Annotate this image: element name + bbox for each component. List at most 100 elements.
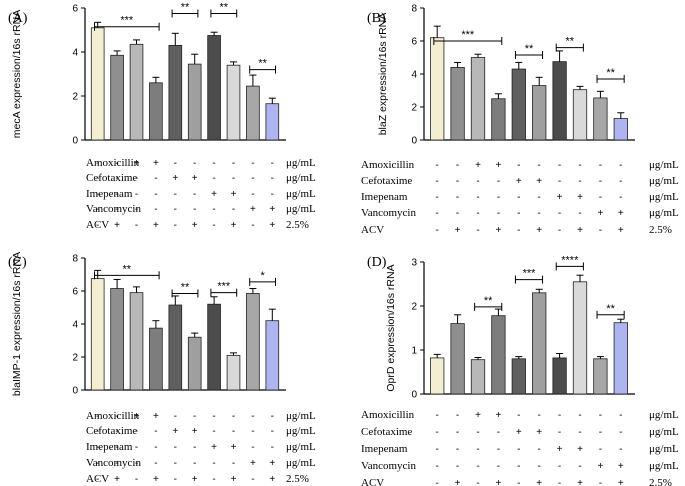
condition-symbol: - bbox=[538, 444, 541, 455]
condition-symbol: - bbox=[599, 176, 602, 187]
significance-label: ** bbox=[566, 36, 575, 48]
condition-symbol: - bbox=[96, 458, 99, 469]
y-tick-label: 2 bbox=[72, 353, 78, 364]
panel-label: (C) bbox=[8, 255, 27, 270]
condition-symbol: - bbox=[251, 411, 254, 422]
condition-symbol: - bbox=[174, 474, 177, 485]
condition-symbol: - bbox=[96, 220, 99, 231]
condition-symbol: - bbox=[558, 176, 561, 187]
condition-row-label: ACV bbox=[86, 473, 109, 485]
condition-symbol: - bbox=[193, 442, 196, 453]
condition-symbol: - bbox=[456, 427, 459, 438]
y-axis-label: blaZ expression/16s rRNA bbox=[377, 13, 389, 136]
condition-symbol: - bbox=[174, 458, 177, 469]
significance-label: *** bbox=[120, 15, 134, 27]
condition-symbol: - bbox=[251, 220, 254, 231]
condition-symbol: - bbox=[436, 478, 439, 486]
y-tick-label: 0 bbox=[72, 386, 78, 397]
condition-row-label: Amoxicillin bbox=[86, 410, 140, 422]
condition-symbol: - bbox=[232, 458, 235, 469]
condition-symbol: - bbox=[599, 160, 602, 171]
y-tick-label: 1 bbox=[411, 346, 417, 357]
condition-unit: 2.5% bbox=[286, 219, 309, 231]
condition-row-label: Vancomycin bbox=[361, 460, 416, 472]
condition-unit: μg/mL bbox=[286, 172, 316, 184]
condition-symbol: - bbox=[212, 173, 215, 184]
condition-symbol: + bbox=[211, 189, 217, 200]
condition-symbol: - bbox=[135, 474, 138, 485]
condition-row-label: Imepenam bbox=[86, 441, 133, 453]
condition-symbol: - bbox=[538, 410, 541, 421]
condition-symbol: - bbox=[538, 208, 541, 219]
condition-symbol: - bbox=[436, 176, 439, 187]
condition-row-label: Cefotaxime bbox=[361, 426, 412, 438]
condition-symbol: - bbox=[599, 478, 602, 486]
y-tick-label: 8 bbox=[72, 254, 78, 265]
condition-symbol: - bbox=[232, 173, 235, 184]
condition-symbol: - bbox=[154, 173, 157, 184]
bar bbox=[265, 320, 280, 391]
condition-row-label: Imepenam bbox=[361, 191, 408, 203]
y-axis-label: OprD expression/16s rRNA bbox=[385, 264, 397, 391]
condition-unit: μg/mL bbox=[286, 425, 316, 437]
condition-symbol: + bbox=[153, 220, 159, 231]
condition-symbol: - bbox=[517, 410, 520, 421]
y-tick-label: 2 bbox=[411, 302, 417, 313]
y-tick-label: 0 bbox=[411, 136, 417, 147]
condition-symbol: + bbox=[192, 474, 198, 485]
significance-label: * bbox=[260, 270, 265, 282]
condition-symbol: + bbox=[597, 208, 603, 219]
condition-unit: μg/mL bbox=[286, 188, 316, 200]
condition-unit: 2.5% bbox=[649, 224, 672, 236]
condition-symbol: - bbox=[619, 160, 622, 171]
condition-symbol: + bbox=[618, 461, 624, 472]
y-axis-label: blaIMP-1 expression/16s rRNA bbox=[11, 252, 23, 396]
condition-symbol: - bbox=[96, 411, 99, 422]
condition-symbol: - bbox=[135, 458, 138, 469]
bar bbox=[149, 327, 163, 391]
condition-symbol: - bbox=[436, 410, 439, 421]
panel-d: (D)OprD expression/16s rRNA0123*********… bbox=[361, 254, 679, 486]
significance-label: **** bbox=[561, 254, 579, 266]
bar bbox=[593, 97, 608, 141]
condition-symbol: - bbox=[456, 160, 459, 171]
condition-symbol: - bbox=[436, 225, 439, 236]
condition-symbol: - bbox=[517, 208, 520, 219]
condition-symbol: - bbox=[96, 474, 99, 485]
bar bbox=[450, 323, 465, 395]
bar bbox=[532, 85, 547, 141]
condition-symbol: + bbox=[172, 173, 178, 184]
condition-symbol: - bbox=[193, 158, 196, 169]
condition-symbol: - bbox=[456, 208, 459, 219]
y-tick-label: 0 bbox=[411, 390, 417, 401]
condition-symbol: - bbox=[212, 411, 215, 422]
condition-symbol: + bbox=[114, 220, 120, 231]
y-tick-label: 2 bbox=[411, 103, 417, 114]
condition-symbol: - bbox=[578, 176, 581, 187]
bar bbox=[430, 357, 445, 395]
condition-symbol: - bbox=[251, 426, 254, 437]
bar bbox=[207, 303, 221, 391]
condition-symbol: - bbox=[619, 192, 622, 203]
condition-symbol: - bbox=[517, 478, 520, 486]
condition-symbol: + bbox=[231, 474, 237, 485]
condition-symbol: + bbox=[475, 410, 481, 421]
condition-symbol: + bbox=[536, 427, 542, 438]
bar bbox=[613, 118, 628, 141]
condition-symbol: - bbox=[154, 189, 157, 200]
condition-symbol: - bbox=[578, 208, 581, 219]
condition-symbol: + bbox=[495, 410, 501, 421]
condition-symbol: + bbox=[536, 225, 542, 236]
condition-symbol: + bbox=[495, 225, 501, 236]
condition-symbol: + bbox=[269, 204, 275, 215]
condition-symbol: - bbox=[212, 220, 215, 231]
condition-symbol: + bbox=[577, 225, 583, 236]
condition-symbol: + bbox=[114, 474, 120, 485]
condition-symbol: - bbox=[456, 444, 459, 455]
y-tick-label: 4 bbox=[411, 70, 417, 81]
condition-symbol: - bbox=[456, 192, 459, 203]
condition-symbol: + bbox=[192, 220, 198, 231]
condition-symbol: - bbox=[154, 442, 157, 453]
condition-row-label: Amoxicillin bbox=[361, 159, 415, 171]
condition-row-label: Imepenam bbox=[361, 443, 408, 455]
